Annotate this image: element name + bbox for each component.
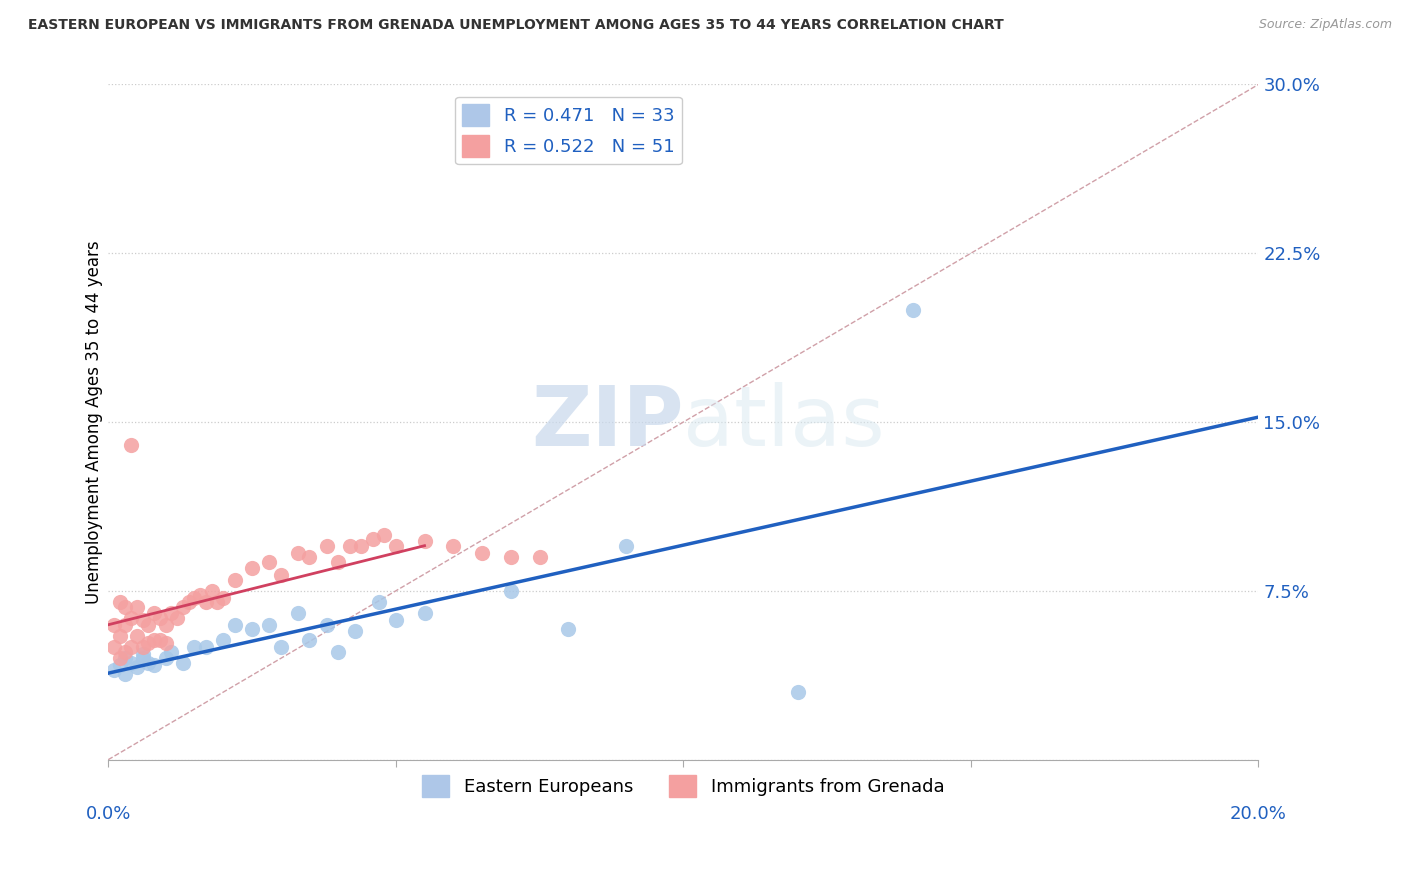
- Point: [350, 539, 373, 553]
- Point: [328, 555, 350, 569]
- Point: [413, 534, 436, 549]
- Point: [270, 568, 292, 582]
- Point: [212, 591, 235, 605]
- Text: 20.0%: 20.0%: [1230, 805, 1286, 822]
- Point: [614, 539, 637, 553]
- Point: [143, 607, 166, 621]
- Point: [339, 539, 361, 553]
- Point: [529, 550, 551, 565]
- Point: [131, 613, 153, 627]
- Point: [149, 611, 172, 625]
- Point: [114, 651, 136, 665]
- Point: [155, 617, 177, 632]
- Point: [499, 550, 522, 565]
- Point: [413, 607, 436, 621]
- Text: Source: ZipAtlas.com: Source: ZipAtlas.com: [1258, 18, 1392, 31]
- Point: [344, 624, 367, 639]
- Point: [138, 635, 160, 649]
- Point: [257, 617, 280, 632]
- Point: [177, 595, 200, 609]
- Point: [172, 599, 194, 614]
- Point: [287, 546, 309, 560]
- Point: [287, 607, 309, 621]
- Point: [240, 561, 263, 575]
- Point: [155, 635, 177, 649]
- Point: [114, 617, 136, 632]
- Point: [120, 611, 142, 625]
- Point: [373, 527, 395, 541]
- Text: 0.0%: 0.0%: [86, 805, 131, 822]
- Point: [194, 595, 217, 609]
- Point: [103, 663, 125, 677]
- Point: [471, 546, 494, 560]
- Point: [224, 573, 246, 587]
- Point: [103, 640, 125, 655]
- Point: [172, 656, 194, 670]
- Point: [188, 588, 211, 602]
- Point: [166, 611, 188, 625]
- Text: EASTERN EUROPEAN VS IMMIGRANTS FROM GRENADA UNEMPLOYMENT AMONG AGES 35 TO 44 YEA: EASTERN EUROPEAN VS IMMIGRANTS FROM GREN…: [28, 18, 1004, 32]
- Point: [143, 658, 166, 673]
- Point: [441, 539, 464, 553]
- Point: [125, 660, 148, 674]
- Point: [270, 640, 292, 655]
- Point: [367, 595, 389, 609]
- Point: [108, 651, 131, 665]
- Point: [903, 302, 925, 317]
- Point: [138, 656, 160, 670]
- Point: [194, 640, 217, 655]
- Point: [384, 613, 406, 627]
- Point: [114, 667, 136, 681]
- Point: [328, 645, 350, 659]
- Point: [257, 555, 280, 569]
- Point: [125, 629, 148, 643]
- Point: [298, 633, 321, 648]
- Point: [499, 583, 522, 598]
- Point: [160, 645, 183, 659]
- Point: [212, 633, 235, 648]
- Point: [120, 437, 142, 451]
- Point: [787, 685, 810, 699]
- Point: [120, 640, 142, 655]
- Point: [384, 539, 406, 553]
- Text: atlas: atlas: [683, 382, 884, 463]
- Legend: Eastern Europeans, Immigrants from Grenada: Eastern Europeans, Immigrants from Grena…: [415, 768, 952, 805]
- Point: [114, 599, 136, 614]
- Point: [201, 583, 224, 598]
- Point: [120, 656, 142, 670]
- Point: [160, 607, 183, 621]
- Point: [240, 622, 263, 636]
- Point: [183, 640, 205, 655]
- Text: ZIP: ZIP: [531, 382, 683, 463]
- Point: [315, 539, 337, 553]
- Point: [108, 658, 131, 673]
- Point: [108, 595, 131, 609]
- Point: [131, 651, 153, 665]
- Point: [131, 647, 153, 661]
- Point: [361, 532, 384, 546]
- Point: [315, 617, 337, 632]
- Y-axis label: Unemployment Among Ages 35 to 44 years: Unemployment Among Ages 35 to 44 years: [86, 240, 103, 604]
- Point: [143, 633, 166, 648]
- Point: [125, 599, 148, 614]
- Point: [207, 595, 229, 609]
- Point: [183, 591, 205, 605]
- Point: [298, 550, 321, 565]
- Point: [131, 640, 153, 655]
- Point: [114, 645, 136, 659]
- Point: [103, 617, 125, 632]
- Point: [155, 651, 177, 665]
- Point: [557, 622, 579, 636]
- Point: [149, 633, 172, 648]
- Point: [108, 629, 131, 643]
- Point: [138, 617, 160, 632]
- Point: [224, 617, 246, 632]
